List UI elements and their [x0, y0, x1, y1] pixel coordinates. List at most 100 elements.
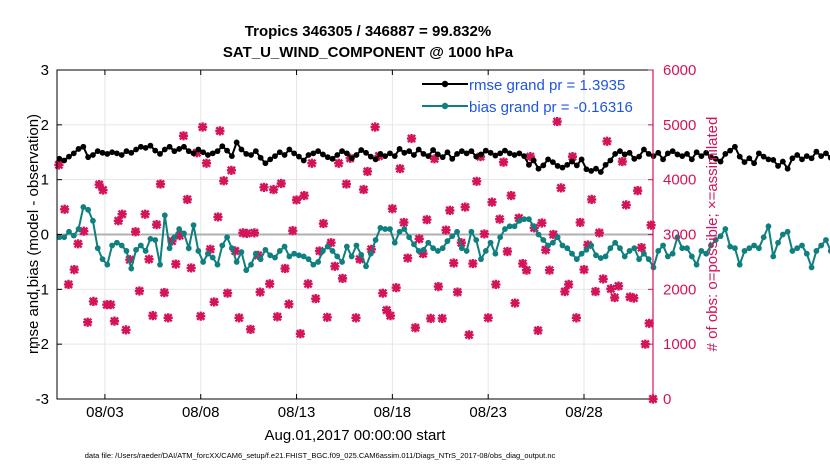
rmse-point-46 — [276, 149, 283, 156]
bias-point-137 — [712, 237, 719, 243]
obs-count-marker-6 — [83, 317, 93, 327]
rmse-point-81 — [444, 149, 451, 156]
rmse-point-94 — [506, 150, 513, 157]
obs-count-marker-129 — [560, 286, 570, 297]
bias-point-69 — [387, 226, 393, 232]
bias-point-21 — [157, 261, 163, 268]
rmse-point-68 — [382, 153, 389, 159]
bias-point-152 — [784, 228, 791, 235]
x-tick-label-3: 08/18 — [374, 404, 412, 421]
rmse-point-41 — [252, 148, 259, 155]
obs-count-marker-88 — [403, 253, 413, 263]
rmse-point-74 — [411, 152, 417, 158]
rmse-point-14 — [123, 148, 130, 155]
bias-point-32 — [209, 254, 216, 261]
bias-point-156 — [803, 250, 810, 257]
rmse-point-52 — [305, 152, 312, 158]
bias-point-60 — [343, 243, 350, 250]
x-tick-label-0: 08/03 — [86, 404, 124, 421]
bias-point-44 — [267, 252, 274, 259]
bias-point-159 — [818, 242, 825, 249]
bias-point-116 — [612, 239, 619, 246]
bias-point-43 — [262, 246, 269, 253]
bias-point-122 — [640, 250, 647, 257]
y-tick-label-left-1: -2 — [36, 336, 49, 353]
obs-count-marker-21 — [148, 311, 158, 321]
bias-point-90 — [487, 239, 494, 246]
legend-bias-label: bias grand pr = -0.16316 — [469, 99, 633, 116]
obs-count-marker-122 — [533, 325, 543, 336]
rmse-point-15 — [128, 149, 135, 156]
rmse-point-161 — [827, 154, 830, 161]
bias-point-53 — [310, 261, 317, 268]
bias-point-125 — [655, 248, 662, 254]
obs-count-marker-23 — [155, 179, 166, 189]
rmse-point-23 — [166, 143, 173, 150]
bias-point-29 — [195, 248, 202, 254]
obs-count-marker-86 — [395, 164, 405, 174]
bias-point-109 — [578, 250, 585, 257]
obs-count-marker-60 — [295, 329, 305, 339]
obs-count-marker-119 — [521, 265, 532, 275]
bias-point-126 — [660, 242, 666, 249]
obs-count-marker-125 — [544, 265, 555, 275]
rmse-point-159 — [818, 153, 825, 159]
obs-count-marker-64 — [311, 294, 321, 304]
obs-count-marker-38 — [213, 212, 223, 222]
rmse-point-150 — [775, 163, 781, 169]
obs-count-marker-28 — [175, 230, 185, 241]
bias-point-119 — [626, 248, 633, 254]
rmse-point-69 — [387, 150, 393, 157]
rmse-point-147 — [760, 153, 767, 160]
rmse-point-84 — [458, 148, 465, 155]
obs-count-marker-22 — [152, 220, 162, 230]
rmse-point-100 — [535, 165, 542, 172]
rmse-point-88 — [478, 151, 484, 158]
bias-point-77 — [425, 239, 432, 246]
rmse-point-108 — [573, 162, 580, 169]
bias-point-6 — [85, 206, 92, 213]
rmse-point-141 — [732, 143, 738, 150]
rmse-point-73 — [406, 148, 413, 155]
obs-count-marker-44 — [234, 313, 244, 323]
obs-count-marker-98 — [441, 225, 451, 235]
obs-count-marker-93 — [422, 215, 432, 225]
rmse-point-96 — [516, 150, 523, 157]
bias-point-161 — [827, 248, 830, 254]
rmse-point-47 — [281, 152, 288, 158]
x-tick-label-2: 08/13 — [278, 404, 316, 421]
obs-count-marker-54 — [272, 312, 282, 322]
obs-count-marker-144 — [617, 156, 627, 167]
legend-rmse-label: rmse grand pr = 1.3935 — [469, 77, 625, 94]
bias-series — [56, 204, 830, 274]
x-tick-label-4: 08/23 — [469, 404, 507, 421]
rmse-point-102 — [545, 156, 551, 163]
obs-count-marker-57 — [284, 299, 294, 309]
obs-count-marker-141 — [606, 284, 616, 294]
bias-point-95 — [511, 223, 518, 230]
obs-count-marker-31 — [186, 263, 196, 273]
bias-point-41 — [252, 250, 259, 257]
obs-count-marker-145 — [621, 200, 631, 210]
bias-point-9 — [99, 256, 106, 263]
rmse-point-118 — [621, 151, 628, 158]
obs-count-marker-70 — [334, 158, 344, 168]
rmse-point-137 — [712, 155, 719, 162]
bias-point-82 — [449, 233, 456, 240]
obs-count-marker-36 — [205, 244, 215, 254]
obs-count-marker-85 — [391, 283, 401, 293]
rmse-point-119 — [626, 149, 633, 156]
bias-point-11 — [109, 242, 115, 249]
obs-count-marker-132 — [571, 313, 581, 323]
bias-point-64 — [363, 263, 369, 270]
rmse-point-31 — [205, 152, 211, 158]
rmse-point-97 — [521, 153, 528, 159]
rmse-point-131 — [684, 150, 690, 157]
rmse-point-3 — [70, 150, 77, 157]
bias-point-14 — [123, 248, 130, 254]
bias-point-15 — [128, 265, 135, 272]
bias-point-154 — [794, 245, 801, 252]
rmse-point-113 — [597, 169, 604, 175]
obs-count-marker-65 — [314, 246, 325, 256]
